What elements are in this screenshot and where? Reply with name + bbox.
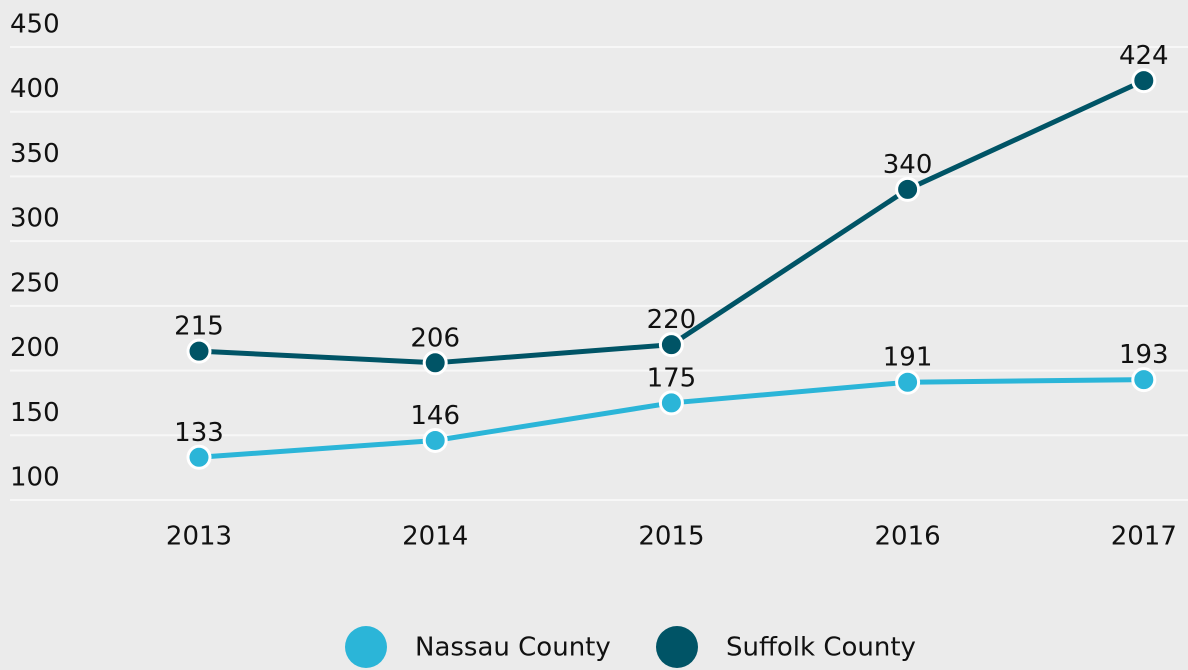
data-label: 193 xyxy=(1119,340,1169,370)
y-tick-label: 400 xyxy=(10,74,60,104)
data-label: 175 xyxy=(647,363,697,393)
data-point xyxy=(186,338,212,364)
y-tick-label: 100 xyxy=(10,463,60,493)
data-label: 215 xyxy=(174,312,224,342)
x-tick-label: 2017 xyxy=(1111,522,1177,552)
data-point xyxy=(422,427,448,453)
data-point xyxy=(895,369,921,395)
legend-label: Suffolk County xyxy=(726,633,916,663)
data-label: 220 xyxy=(647,305,697,335)
data-point xyxy=(658,390,684,416)
y-tick-label: 350 xyxy=(10,139,60,169)
data-point xyxy=(186,444,212,470)
y-tick-label: 250 xyxy=(10,268,60,298)
data-label: 191 xyxy=(883,343,933,373)
x-tick-label: 2015 xyxy=(638,522,704,552)
data-label: 424 xyxy=(1119,41,1169,71)
y-tick-label: 300 xyxy=(10,204,60,234)
data-point xyxy=(422,350,448,376)
data-label: 206 xyxy=(410,323,460,353)
data-label: 133 xyxy=(174,418,224,448)
y-tick-label: 150 xyxy=(10,398,60,428)
x-tick-label: 2013 xyxy=(166,522,232,552)
x-tick-label: 2014 xyxy=(402,522,468,552)
y-tick-label: 450 xyxy=(10,10,60,40)
data-label: 340 xyxy=(883,150,933,180)
data-label: 146 xyxy=(410,401,460,431)
legend-swatch xyxy=(656,626,698,668)
data-point xyxy=(1131,367,1157,393)
data-point xyxy=(1131,68,1157,94)
data-point xyxy=(658,332,684,358)
data-point xyxy=(895,176,921,202)
x-tick-label: 2016 xyxy=(875,522,941,552)
y-tick-label: 200 xyxy=(10,333,60,363)
legend-label: Nassau County xyxy=(415,633,611,663)
legend-swatch xyxy=(345,626,387,668)
